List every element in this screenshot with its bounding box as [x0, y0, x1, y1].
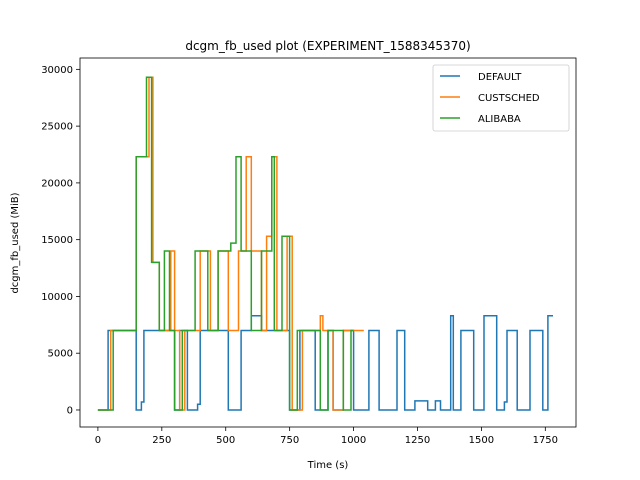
x-axis-label: Time (s): [307, 460, 349, 471]
legend-box: [432, 64, 570, 132]
y-tick-label: 20000: [41, 178, 73, 189]
y-tick-label: 30000: [41, 65, 73, 76]
legend-label-custsched: CUSTSCHED: [478, 93, 540, 104]
x-axis: 0 250 500 750 1000 1250 1500 1750: [95, 427, 558, 446]
x-tick-label: 500: [216, 435, 235, 446]
legend: DEFAULT CUSTSCHED ALIBABA: [432, 64, 570, 132]
plot-frame: [79, 57, 577, 428]
x-tick-label: 1750: [533, 435, 558, 446]
plot-lines: [97, 76, 553, 411]
x-tick-label: 750: [280, 435, 299, 446]
series-line-alibaba: [97, 76, 354, 411]
x-tick-label: 1000: [341, 435, 366, 446]
legend-label-default: DEFAULT: [478, 72, 522, 83]
series-line-default: [97, 314, 553, 411]
x-tick-label: 0: [95, 435, 101, 446]
chart-title: dcgm_fb_used plot (EXPERIMENT_1588345370…: [185, 39, 470, 53]
y-axis-label: dcgm_fb_used (MiB): [10, 192, 21, 293]
y-tick-label: 10000: [41, 292, 73, 303]
y-tick-label: 25000: [41, 122, 73, 133]
legend-label-alibaba: ALIBABA: [478, 114, 521, 125]
y-tick-label: 5000: [48, 349, 73, 360]
x-tick-label: 250: [152, 435, 171, 446]
y-axis: 0 5000 10000 15000 20000 25000 30000: [41, 65, 80, 416]
y-tick-label: 15000: [41, 235, 73, 246]
x-tick-label: 1500: [469, 435, 494, 446]
y-tick-label: 0: [67, 405, 73, 416]
x-tick-label: 1250: [405, 435, 430, 446]
